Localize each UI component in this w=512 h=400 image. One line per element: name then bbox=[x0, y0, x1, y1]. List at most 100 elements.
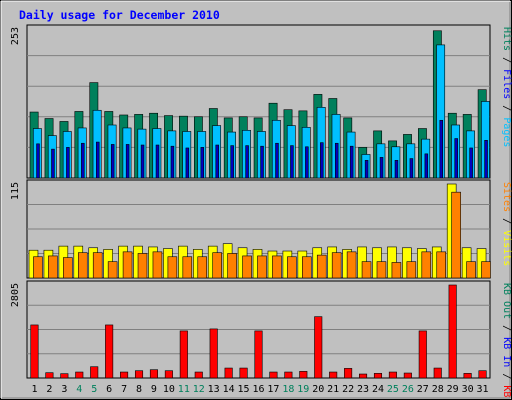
x-tick-label: 10 bbox=[163, 384, 175, 395]
legend-text: Hits / Files / Pages bbox=[501, 27, 512, 147]
bar-pages-day-29 bbox=[454, 138, 458, 179]
legend-item: Hits bbox=[501, 27, 512, 51]
bar-kbf-day-31 bbox=[478, 370, 487, 379]
bar-pages-day-3 bbox=[66, 147, 70, 179]
bar-kbf-day-3 bbox=[60, 373, 69, 379]
x-tick-label: 2 bbox=[46, 384, 52, 395]
bar-kbf-day-19 bbox=[299, 371, 308, 379]
bar-sites-day-6 bbox=[107, 261, 118, 279]
bar-pages-day-17 bbox=[275, 142, 279, 179]
bar-pages-day-21 bbox=[334, 142, 339, 179]
x-tick-label: 27 bbox=[417, 384, 429, 395]
bar-pages-day-28 bbox=[439, 119, 444, 179]
bar-sites-day-15 bbox=[242, 255, 252, 279]
x-tick-label: 3 bbox=[61, 384, 67, 395]
bar-kbf-day-18 bbox=[284, 371, 293, 379]
legend-item: Pages bbox=[501, 117, 512, 147]
bar-pages-day-10 bbox=[170, 145, 175, 179]
bar-kbf-day-21 bbox=[329, 371, 338, 379]
legend-item: KB Out bbox=[501, 283, 512, 319]
x-tick-label: 20 bbox=[312, 384, 324, 395]
bar-pages-day-31 bbox=[484, 140, 488, 179]
bar-sites-day-17 bbox=[272, 255, 282, 279]
x-tick-label: 8 bbox=[136, 384, 142, 395]
bar-sites-day-16 bbox=[257, 255, 267, 279]
bar-pages-day-8 bbox=[140, 144, 145, 179]
bar-kbf-day-12 bbox=[194, 371, 203, 379]
bar-pages-day-1 bbox=[36, 143, 40, 179]
bar-pages-day-14 bbox=[230, 145, 234, 179]
bar-sites-day-22 bbox=[346, 251, 357, 279]
bar-kbf-day-8 bbox=[134, 370, 144, 379]
x-tick-label: 5 bbox=[91, 384, 97, 395]
bar-kbf-day-11 bbox=[179, 330, 188, 379]
y-max-label: 2805 bbox=[10, 283, 21, 307]
x-tick-label: 24 bbox=[372, 384, 384, 395]
x-tick-label: 1 bbox=[31, 384, 37, 395]
bar-kbf-day-7 bbox=[120, 371, 129, 379]
legend-item: Files bbox=[501, 69, 512, 99]
bar-sites-day-28 bbox=[436, 251, 446, 279]
legend-item: Visits bbox=[501, 230, 512, 266]
bar-kbf-day-23 bbox=[359, 373, 368, 379]
x-tick-label: 21 bbox=[327, 384, 339, 395]
x-tick-label: 22 bbox=[342, 384, 354, 395]
bar-pages-day-6 bbox=[110, 144, 115, 179]
bar-kbf-day-22 bbox=[344, 368, 353, 379]
x-tick-label: 17 bbox=[267, 384, 279, 395]
x-tick-label: 13 bbox=[208, 384, 220, 395]
bar-pages-day-27 bbox=[424, 153, 429, 179]
bar-sites-day-2 bbox=[48, 255, 58, 279]
legend: KB Out / KB In / KB F bbox=[501, 283, 512, 400]
bar-sites-day-19 bbox=[302, 256, 312, 279]
bar-pages-day-5 bbox=[96, 141, 100, 179]
bar-kbf-day-1 bbox=[30, 324, 39, 379]
bar-kbf-day-4 bbox=[75, 371, 84, 379]
bar-sites-day-26 bbox=[406, 261, 417, 279]
x-tick-label: 28 bbox=[432, 384, 444, 395]
chart-title: Daily usage for December 2010 bbox=[19, 8, 220, 22]
bar-pages-day-4 bbox=[81, 142, 85, 179]
bar-sites-day-30 bbox=[466, 261, 476, 279]
bar-sites-day-27 bbox=[421, 251, 432, 279]
bar-sites-day-1 bbox=[33, 256, 43, 279]
bar-pages-day-26 bbox=[409, 158, 414, 179]
bar-sites-day-23 bbox=[361, 261, 372, 279]
bar-sites-day-31 bbox=[481, 261, 491, 279]
legend-item: Sites bbox=[501, 182, 512, 212]
x-tick-label: 6 bbox=[106, 384, 112, 395]
x-tick-label: 30 bbox=[462, 384, 474, 395]
x-tick-label: 12 bbox=[193, 384, 205, 395]
bar-kbf-day-17 bbox=[269, 371, 278, 379]
bar-sites-day-25 bbox=[391, 262, 402, 279]
bar-sites-day-7 bbox=[122, 251, 133, 279]
legend-text: Sites / Visits bbox=[501, 182, 512, 266]
x-tick-label: 26 bbox=[402, 384, 414, 395]
legend-item: KB F bbox=[501, 385, 512, 400]
bar-kbf-day-26 bbox=[403, 372, 412, 379]
x-tick-label: 23 bbox=[357, 384, 369, 395]
bar-kbf-day-13 bbox=[209, 328, 218, 379]
bar-pages-day-20 bbox=[320, 142, 324, 179]
bar-kbf-day-20 bbox=[314, 316, 323, 379]
x-tick-label: 14 bbox=[223, 384, 235, 395]
bar-sites-day-18 bbox=[287, 256, 297, 279]
bar-sites-day-24 bbox=[376, 261, 387, 279]
x-tick-label: 16 bbox=[252, 384, 264, 395]
bar-pages-day-16 bbox=[260, 145, 264, 179]
bar-pages-day-23 bbox=[364, 160, 369, 179]
bar-sites-day-4 bbox=[77, 252, 88, 279]
x-tick-label: 18 bbox=[282, 384, 294, 395]
x-tick-label: 29 bbox=[447, 384, 459, 395]
bar-sites-day-20 bbox=[316, 254, 327, 279]
bar-kbf-day-6 bbox=[105, 324, 114, 379]
bar-kbf-day-27 bbox=[418, 330, 427, 379]
bar-kbf-day-16 bbox=[254, 330, 263, 379]
bar-kbf-day-14 bbox=[224, 367, 233, 379]
bar-kbf-day-15 bbox=[239, 367, 248, 379]
bar-kbf-day-10 bbox=[164, 370, 173, 379]
x-tick-label: 9 bbox=[151, 384, 157, 395]
x-tick-label: 25 bbox=[387, 384, 399, 395]
bar-kbf-day-5 bbox=[90, 366, 99, 379]
